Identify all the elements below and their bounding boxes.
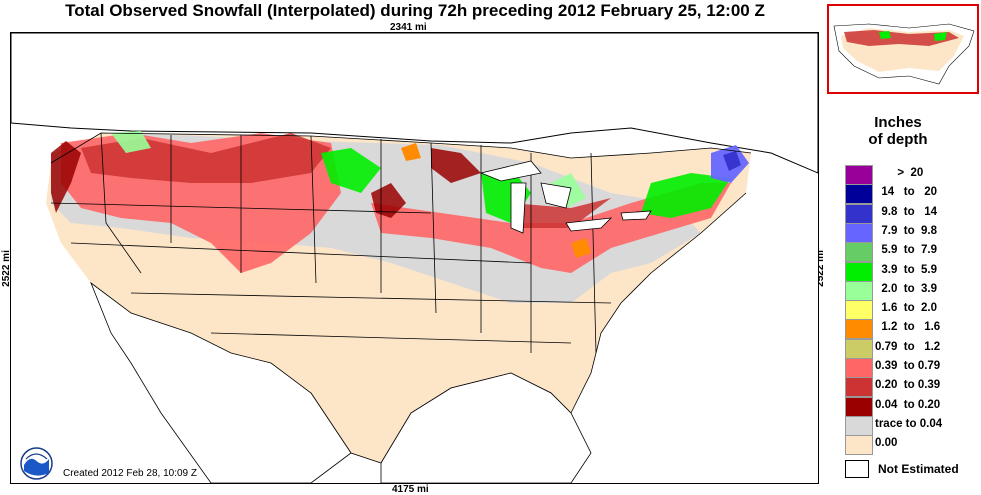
legend-title-line1: Inches <box>874 114 922 131</box>
legend-label: 0.20 to 0.39 <box>875 379 941 392</box>
legend-item: 0.04 to 0.20 <box>845 396 975 417</box>
inset-overview-map[interactable] <box>827 4 979 94</box>
legend-swatch <box>845 396 873 417</box>
legend-label: 0.39 to 0.79 <box>875 360 941 372</box>
legend-title-line2: of depth <box>868 131 928 148</box>
snow-medium-red <box>81 133 611 228</box>
legend-label: 0.00 <box>875 437 898 450</box>
legend-item: 0.79 to 1.2 <box>845 338 975 359</box>
legend-swatch-not-estimated <box>845 460 869 478</box>
bottom-scale-label: 4175 mi <box>392 484 429 495</box>
legend-label: 2.0 to 3.9 <box>875 282 937 295</box>
noaa-logo-icon <box>20 447 53 480</box>
map-title: Total Observed Snowfall (Interpolated) d… <box>65 1 765 20</box>
map-canvas <box>11 33 818 483</box>
snow-green <box>321 148 731 223</box>
legend-swatch <box>845 280 873 301</box>
legend-label: > 20 <box>875 167 924 179</box>
legend-swatch <box>845 377 873 398</box>
legend-item: 14 to 20 <box>845 184 975 205</box>
gulf-of-mexico <box>380 372 592 483</box>
legend-item: 5.9 to 7.9 <box>845 242 975 263</box>
legend-item: 2.0 to 3.9 <box>845 280 975 301</box>
snow-dark-blue <box>723 151 741 171</box>
legend-swatch <box>845 338 873 359</box>
legend-swatch <box>845 319 873 340</box>
legend-label: 0.04 to 0.20 <box>875 398 941 411</box>
legend-item: 7.9 to 9.8 <box>845 222 975 243</box>
inset-snow-green <box>879 31 947 41</box>
legend-swatch <box>845 435 873 456</box>
legend-swatch <box>845 165 873 185</box>
legend-swatch <box>845 184 873 205</box>
legend-item: trace to 0.04 <box>845 415 975 436</box>
snowfall-map[interactable] <box>10 32 819 484</box>
legend-swatch <box>845 222 873 243</box>
legend-swatch <box>845 358 873 378</box>
legend-label: 1.2 to 1.6 <box>875 321 941 334</box>
legend-swatch <box>845 300 873 321</box>
legend-item: 9.8 to 14 <box>845 203 975 224</box>
legend-label: 9.8 to 14 <box>875 205 937 218</box>
legend-label: 14 to 20 <box>875 186 937 199</box>
legend-label: 0.79 to 1.2 <box>875 340 941 353</box>
legend-label: trace to 0.04 <box>875 417 943 430</box>
legend-swatch <box>845 261 873 282</box>
legend-item: 1.6 to 2.0 <box>845 300 975 321</box>
legend-swatch <box>845 203 873 224</box>
legend-label: 7.9 to 9.8 <box>875 224 937 237</box>
inset-map-canvas <box>833 23 975 85</box>
snow-dark-red <box>51 141 481 218</box>
legend-swatch <box>845 242 873 263</box>
legend-label: 5.9 to 7.9 <box>875 244 937 257</box>
legend-label: 3.9 to 5.9 <box>875 263 937 276</box>
legend-label-not-estimated: Not Estimated <box>878 462 959 476</box>
legend-item: 0.39 to 0.79 <box>845 358 975 378</box>
legend-item: 1.2 to 1.6 <box>845 319 975 340</box>
legend-title: Inches of depth <box>838 114 958 148</box>
inset-snow <box>844 30 959 46</box>
top-scale-label: 2341 mi <box>390 22 427 33</box>
legend-label: 1.6 to 2.0 <box>875 302 937 315</box>
legend-item: > 20 <box>845 165 975 185</box>
legend-not-estimated: Not Estimated <box>845 460 975 479</box>
great-lakes <box>479 160 652 234</box>
created-timestamp: Created 2012 Feb 28, 10:09 Z <box>63 468 197 479</box>
north-america-land <box>11 33 818 174</box>
legend-swatch <box>845 415 873 436</box>
legend-item: 3.9 to 5.9 <box>845 261 975 282</box>
legend-item: 0.00 <box>845 435 975 456</box>
mexico-outline <box>90 281 352 483</box>
legend-item: 0.20 to 0.39 <box>845 377 975 398</box>
